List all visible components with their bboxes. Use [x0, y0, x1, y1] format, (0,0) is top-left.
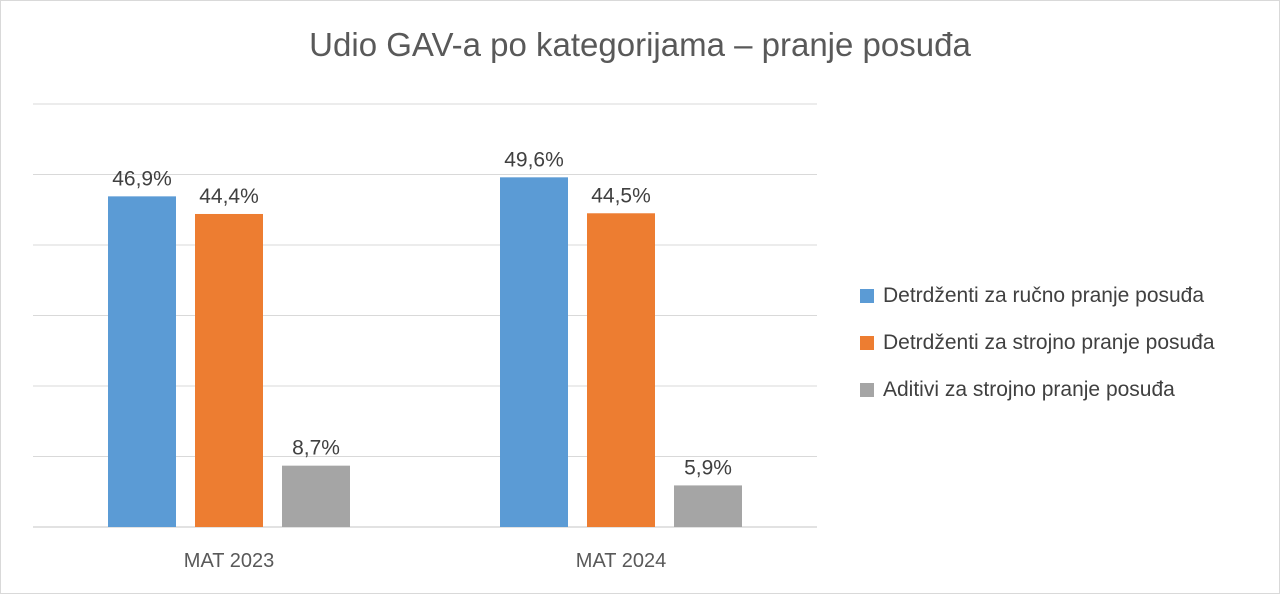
bar — [195, 213, 263, 528]
data-label: 44,5% — [591, 184, 651, 207]
legend-item: Detrdženti za ručno pranje posuđa — [860, 272, 1215, 319]
chart-title: Udio GAV-a po kategorijama – pranje posu… — [309, 26, 971, 63]
legend-swatch — [860, 382, 874, 397]
bar — [587, 213, 655, 527]
bar — [674, 485, 742, 527]
bar — [500, 177, 568, 527]
bar — [108, 196, 176, 528]
legend-swatch — [860, 335, 874, 350]
category-label: MAT 2024 — [576, 550, 666, 572]
legend-item: Aditivi za strojno pranje posuđa — [860, 366, 1215, 413]
data-label: 46,9% — [112, 167, 172, 190]
bar — [282, 465, 350, 527]
legend: Detrdženti za ručno pranje posuđa Detrdž… — [860, 272, 1215, 413]
category-label: MAT 2023 — [184, 550, 274, 572]
legend-label: Aditivi za strojno pranje posuđa — [883, 377, 1175, 401]
data-label: 49,6% — [504, 148, 564, 171]
legend-item: Detrdženti za strojno pranje posuđa — [860, 319, 1215, 366]
data-label: 44,4% — [199, 185, 259, 208]
data-label: 5,9% — [684, 456, 732, 479]
data-label: 8,7% — [292, 437, 340, 460]
legend-swatch — [860, 288, 874, 303]
legend-label: Detrdženti za strojno pranje posuđa — [883, 330, 1215, 354]
legend-label: Detrdženti za ručno pranje posuđa — [883, 283, 1205, 307]
